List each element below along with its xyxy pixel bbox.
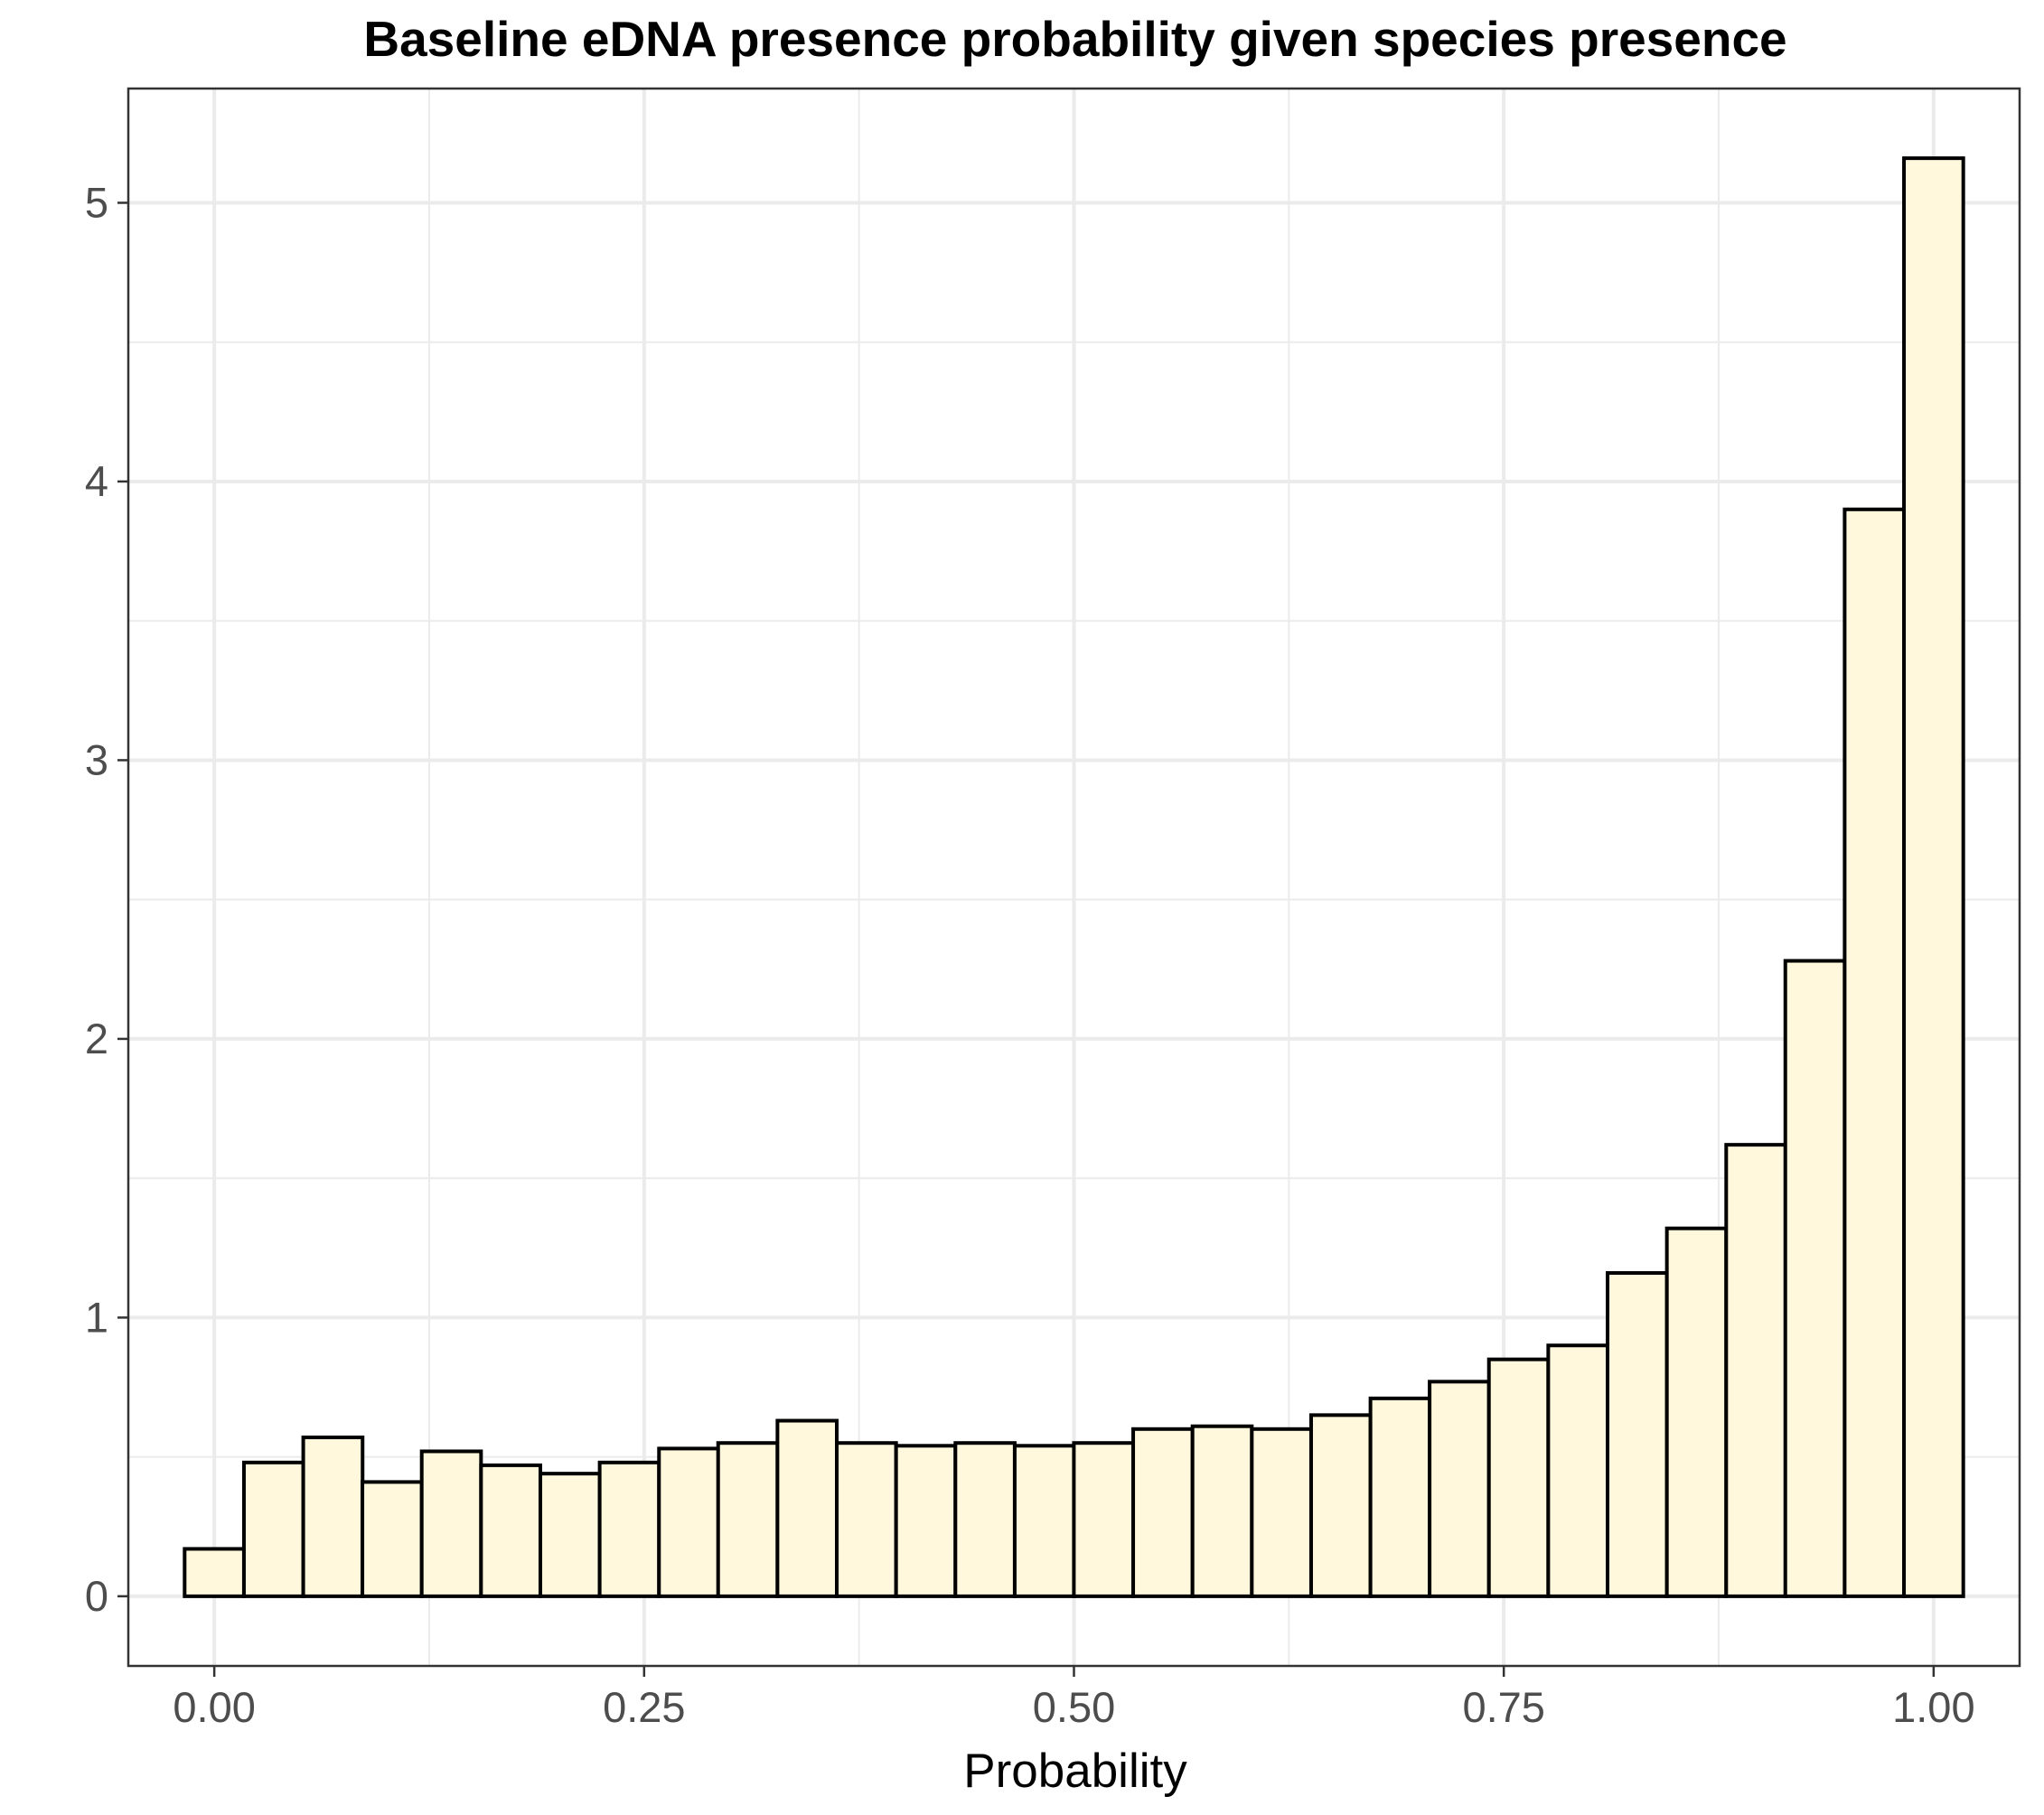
histogram-bar: [1902, 156, 1965, 1598]
histogram-bar: [1190, 1424, 1254, 1598]
histogram-bar: [538, 1472, 602, 1598]
histogram-bar: [1012, 1444, 1076, 1598]
histogram-bar: [953, 1441, 1017, 1598]
histogram-bar: [1131, 1427, 1195, 1598]
histogram-bar: [183, 1547, 246, 1598]
bars: [183, 156, 1965, 1598]
y-tick-label: 3: [85, 735, 108, 783]
histogram-bar: [1250, 1427, 1313, 1598]
axis-ticks: 0.00 0.25 0.50 0.75 1.00 0 1 2 3 4 5: [85, 178, 1975, 1731]
histogram-bar: [361, 1480, 424, 1598]
y-tick-label: 4: [85, 457, 108, 505]
histogram-bar: [1664, 1226, 1729, 1598]
histogram-bar: [597, 1460, 661, 1598]
histogram-bar: [419, 1449, 483, 1598]
y-tick-label: 2: [85, 1015, 108, 1062]
histogram-bar: [479, 1463, 542, 1598]
histogram-bar: [241, 1460, 305, 1598]
x-tick-label: 0.00: [173, 1683, 255, 1731]
histogram-bar: [1308, 1413, 1373, 1598]
x-tick-label: 1.00: [1892, 1683, 1974, 1731]
histogram-bar: [1546, 1343, 1610, 1598]
histogram-bar: [1783, 959, 1847, 1598]
chart-title: Baseline eDNA presence probability given…: [363, 11, 1786, 67]
y-tick-label: 1: [85, 1293, 108, 1341]
histogram-bar: [657, 1446, 720, 1598]
histogram-bar: [1368, 1396, 1432, 1598]
histogram-bar: [1486, 1357, 1551, 1598]
histogram-bar: [894, 1444, 958, 1598]
histogram-bar: [1724, 1143, 1787, 1598]
x-tick-label: 0.50: [1033, 1683, 1115, 1731]
histogram-bar: [716, 1441, 780, 1598]
histogram-bar: [1072, 1441, 1136, 1598]
y-tick-label: 5: [85, 178, 108, 226]
histogram-bar: [301, 1436, 365, 1598]
x-axis-label: Probability: [963, 1745, 1187, 1798]
histogram-bar: [835, 1441, 898, 1598]
histogram-bar: [775, 1418, 839, 1598]
histogram-bar: [1842, 507, 1907, 1598]
y-tick-label: 0: [85, 1572, 108, 1620]
histogram-bar: [1428, 1380, 1491, 1598]
histogram-bar: [1606, 1271, 1669, 1598]
x-tick-label: 0.25: [603, 1683, 685, 1731]
x-tick-label: 0.75: [1462, 1683, 1544, 1731]
